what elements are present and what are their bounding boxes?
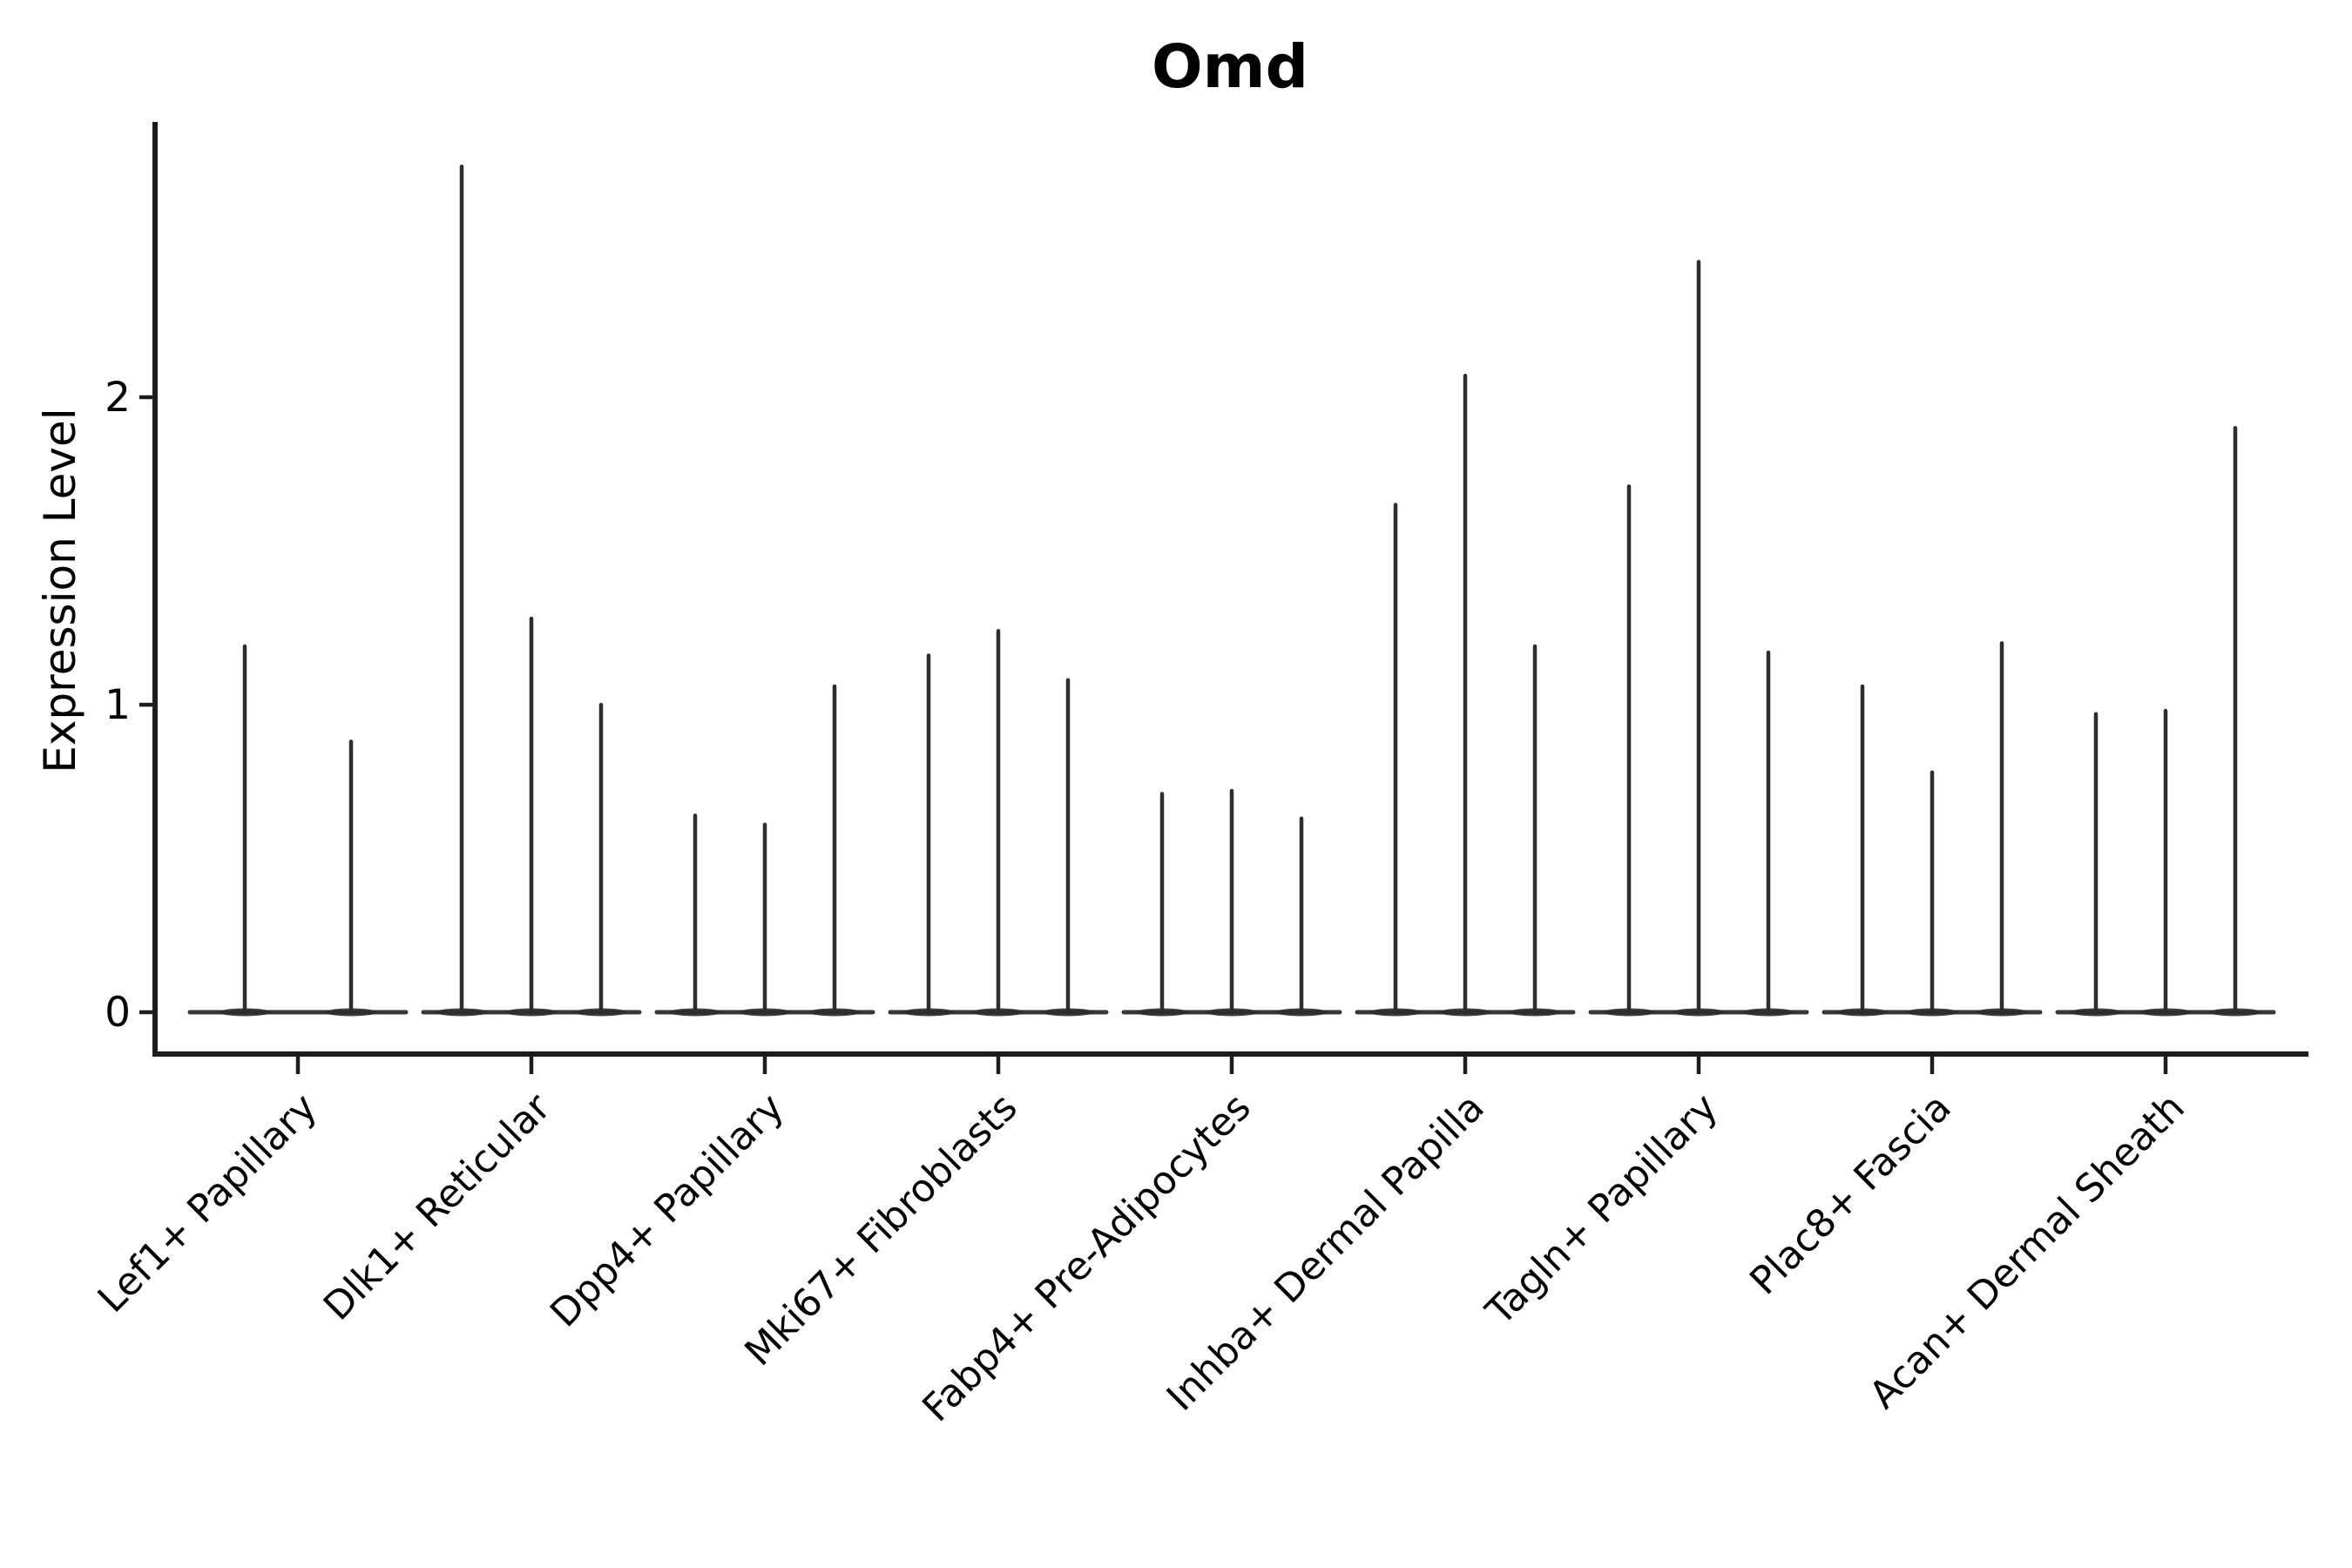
y-tick-label: 0 (105, 989, 131, 1037)
y-tick-label: 1 (105, 681, 131, 729)
y-axis-label: Expression Level (35, 408, 85, 773)
x-tick-label: Lef1+ Papillary (90, 1085, 326, 1321)
chart-title: Omd (1152, 32, 1308, 102)
x-tick-label: Plac8+ Fascia (1741, 1085, 1960, 1304)
x-tick-label: Dpp4+ Papillary (542, 1085, 793, 1336)
x-tick-label: Dlk1+ Reticular (315, 1085, 560, 1329)
y-tick-label: 2 (105, 374, 131, 422)
x-tick-label: Tagln+ Papillary (1477, 1085, 1727, 1335)
